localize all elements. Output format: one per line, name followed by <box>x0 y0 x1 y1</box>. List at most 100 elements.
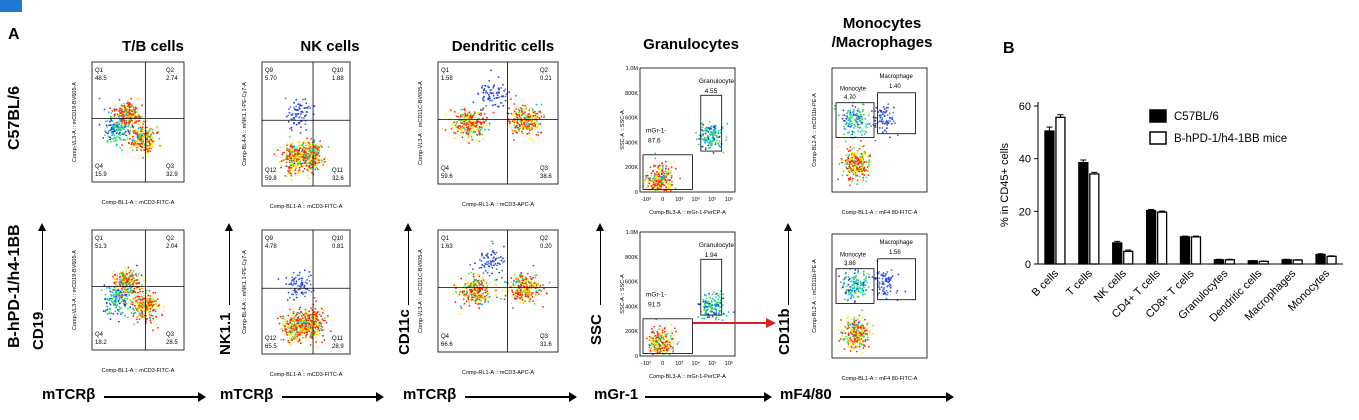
event-dot <box>302 293 304 296</box>
event-dot <box>110 312 113 315</box>
event-dot <box>294 283 297 286</box>
event-dot <box>454 110 456 113</box>
event-dot <box>303 150 306 153</box>
event-dot <box>113 281 115 284</box>
col-title-mono: Monocytes /Macrophages <box>831 15 933 51</box>
event-dot <box>119 275 122 278</box>
event-dot <box>320 329 323 332</box>
event-dot <box>151 306 154 308</box>
event-dot <box>459 125 462 127</box>
event-dot <box>119 111 122 114</box>
event-dot <box>670 176 673 179</box>
event-dot <box>488 79 491 82</box>
y-tick-label: 0 <box>635 190 638 196</box>
event-dot <box>707 141 709 144</box>
event-dot <box>664 326 667 329</box>
event-dot <box>656 186 659 189</box>
event-dot <box>520 130 523 133</box>
event-dot <box>119 281 122 283</box>
event-dot <box>149 130 152 133</box>
event-dot <box>867 174 870 177</box>
quadrant-name: Q1 <box>441 68 450 74</box>
event-dot <box>315 300 318 302</box>
event-dot <box>123 138 126 141</box>
event-dot <box>507 112 510 115</box>
event-dot <box>297 288 300 291</box>
event-dot <box>129 146 132 149</box>
event-dot <box>488 122 491 125</box>
event-dot <box>286 160 288 163</box>
event-dot <box>306 169 309 171</box>
event-dot <box>149 319 152 322</box>
event-dot <box>524 293 527 296</box>
event-dot <box>518 115 521 118</box>
event-dot <box>140 295 143 298</box>
event-dot <box>513 124 515 127</box>
event-dot <box>307 153 310 156</box>
event-dot <box>657 165 660 168</box>
event-dot <box>647 177 650 180</box>
event-dot <box>306 322 308 325</box>
event-dot <box>513 121 516 124</box>
event-dot <box>503 280 506 283</box>
x-tick-label: 10⁴ <box>692 196 701 203</box>
event-dot <box>652 170 654 173</box>
event-dot <box>319 322 321 325</box>
event-dot <box>290 114 293 116</box>
y-tick-label: 800K <box>625 91 638 97</box>
event-dot <box>120 109 122 112</box>
event-dot <box>299 160 302 163</box>
event-dot <box>116 113 119 116</box>
y-tick-label: 400K <box>625 140 638 146</box>
event-dot <box>468 304 471 307</box>
event-dot <box>463 284 466 287</box>
event-dot <box>665 165 668 167</box>
event-dot <box>532 125 535 127</box>
event-dot <box>156 302 158 304</box>
event-dot <box>151 131 154 134</box>
event-dot <box>462 131 464 134</box>
event-dot <box>643 184 645 187</box>
event-dot <box>297 155 299 157</box>
event-dot <box>887 103 890 106</box>
event-dot <box>291 112 294 115</box>
event-dot <box>309 154 312 157</box>
event-dot <box>496 94 499 96</box>
event-dot <box>118 308 121 311</box>
event-dot <box>862 113 865 116</box>
event-dot <box>856 183 859 186</box>
event-dot <box>131 283 134 286</box>
event-dot <box>646 178 648 180</box>
event-dot <box>491 250 494 253</box>
event-dot <box>483 264 486 267</box>
event-dot <box>853 161 856 164</box>
corner-tab <box>0 0 22 12</box>
event-dot <box>656 346 658 349</box>
event-dot <box>857 157 860 160</box>
event-dot <box>471 115 474 118</box>
event-dot <box>116 121 119 124</box>
event-dot <box>512 293 515 296</box>
event-dot <box>495 91 498 94</box>
event-dot <box>146 309 149 311</box>
event-dot <box>856 156 858 159</box>
event-dot <box>121 149 123 151</box>
event-dot <box>145 151 148 154</box>
event-dot <box>303 269 306 272</box>
event-dot <box>473 131 475 134</box>
event-dot <box>670 170 673 172</box>
event-dot <box>294 291 296 294</box>
event-dot <box>294 276 297 279</box>
event-dot <box>722 293 725 296</box>
event-dot <box>516 291 518 294</box>
event-dot <box>851 151 854 154</box>
event-dot <box>518 291 520 294</box>
event-dot <box>297 165 299 167</box>
event-dot <box>322 319 325 322</box>
event-dot <box>649 179 651 182</box>
event-dot <box>470 271 472 274</box>
event-dot <box>851 133 854 136</box>
event-dot <box>662 344 664 347</box>
event-dot <box>118 292 121 295</box>
event-dot <box>292 271 295 274</box>
